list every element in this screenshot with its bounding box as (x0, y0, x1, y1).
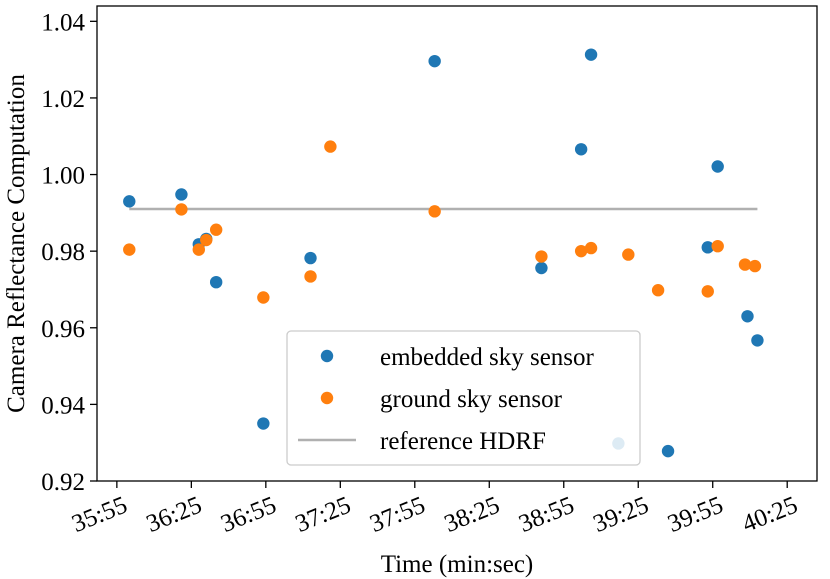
data-point-ground (257, 291, 270, 304)
y-tick-label: 0.92 (41, 469, 85, 496)
data-point-ground (535, 250, 548, 263)
legend-box (286, 330, 641, 466)
legend-label: ground sky sensor (380, 386, 563, 413)
data-point-embedded (304, 251, 317, 265)
data-point-embedded (751, 334, 764, 347)
data-point-ground (324, 140, 337, 153)
x-tick-label: 38:25 (441, 492, 504, 538)
data-point-embedded (428, 54, 441, 68)
data-point-ground (574, 244, 588, 258)
data-point-ground (200, 233, 213, 247)
y-tick-label: 0.98 (41, 239, 85, 266)
data-point-ground (304, 270, 317, 283)
y-tick-label: 1.04 (41, 9, 85, 36)
legend-label: embedded sky sensor (380, 344, 595, 371)
x-tick-label: 38:55 (515, 492, 578, 538)
x-tick-label: 39:25 (590, 492, 653, 538)
data-point-embedded (701, 241, 714, 254)
data-point-embedded (584, 48, 598, 61)
data-point-embedded (209, 275, 223, 289)
x-tick-label: 37:55 (366, 492, 429, 538)
x-tick-label: 39:55 (664, 492, 727, 538)
data-point-embedded (661, 444, 675, 458)
legend-marker (320, 349, 334, 363)
legend-label: reference HDRF (380, 428, 546, 455)
data-point-embedded (175, 188, 188, 201)
y-tick-label: 1.02 (41, 86, 85, 113)
data-point-ground (748, 259, 762, 273)
data-point-embedded (123, 195, 136, 208)
legend: embedded sky sensor ground sky sensor refe… (286, 330, 641, 466)
data-point-embedded (535, 261, 548, 275)
data-point-ground (651, 284, 665, 297)
legend-marker (320, 391, 334, 405)
data-point-embedded (741, 310, 754, 323)
data-point-embedded (711, 160, 724, 173)
x-tick-label: 36:55 (217, 492, 280, 538)
y-tick-label: 1.00 (41, 163, 85, 190)
data-point-ground (622, 248, 635, 261)
y-tick-label: 0.96 (41, 316, 85, 343)
y-axis-title: Camera Reflectance Computation (3, 74, 30, 413)
data-point-ground (209, 223, 223, 236)
data-point-embedded (257, 417, 270, 430)
x-tick-label: 37:25 (292, 492, 355, 538)
x-tick-label: 36:25 (143, 492, 206, 538)
plot-marks (123, 48, 764, 458)
data-point-ground (192, 243, 205, 256)
data-point-ground (738, 258, 752, 271)
data-point-ground (701, 285, 714, 298)
y-tick-label: 0.94 (41, 392, 85, 419)
data-point-ground (711, 239, 724, 253)
x-axis-title: Time (min:sec) (381, 551, 534, 578)
x-tick-label: 35:55 (68, 492, 131, 538)
plot-frame (96, 5, 818, 482)
data-point-embedded (574, 143, 588, 156)
data-point-ground (123, 243, 136, 256)
x-tick-label: 40:25 (739, 492, 802, 538)
data-point-ground (175, 203, 188, 216)
data-point-ground (428, 205, 441, 218)
data-point-ground (584, 241, 598, 255)
